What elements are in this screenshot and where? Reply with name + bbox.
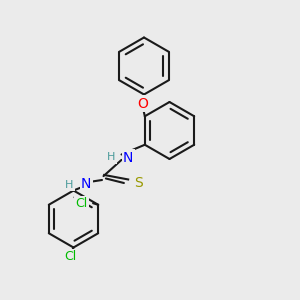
Text: Cl: Cl (75, 197, 88, 210)
Text: H: H (107, 152, 116, 163)
Text: Cl: Cl (64, 250, 76, 263)
Text: S: S (134, 176, 143, 190)
Text: O: O (137, 97, 148, 110)
Text: H: H (65, 179, 74, 190)
Text: N: N (123, 151, 134, 164)
Text: N: N (81, 178, 92, 191)
